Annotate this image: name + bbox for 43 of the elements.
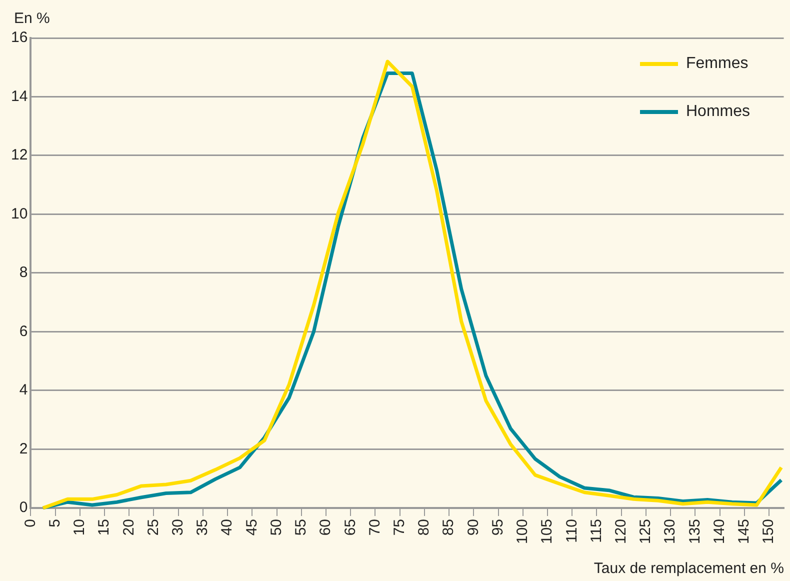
y-tick-label: 12 xyxy=(10,146,28,164)
x-tick-label: 130 xyxy=(662,518,679,544)
x-tick-label: 55 xyxy=(292,518,310,536)
x-tick-label: 95 xyxy=(489,518,506,536)
y-tick-label: 6 xyxy=(19,322,28,340)
x-tick-label: 50 xyxy=(268,518,285,536)
y-tick-label: 2 xyxy=(19,440,28,458)
x-tick-label: 100 xyxy=(514,518,532,544)
y-tick-label: 14 xyxy=(10,88,28,105)
x-axis-title: Taux de remplacement en % xyxy=(594,560,784,577)
x-tick-label: 45 xyxy=(243,518,260,536)
x-tick-label: 5 xyxy=(46,518,64,528)
x-tick-label: 145 xyxy=(736,518,753,544)
x-tick-label: 15 xyxy=(96,518,113,536)
x-tick-label: 70 xyxy=(366,518,384,536)
y-axis-title: En % xyxy=(14,10,50,27)
x-tick-label: 125 xyxy=(637,518,654,544)
x-tick-label: 75 xyxy=(390,518,408,536)
x-tick-label: 85 xyxy=(440,518,458,536)
x-tick-label: 120 xyxy=(612,518,630,544)
x-tick-label: 65 xyxy=(342,518,359,536)
x-tick-label: 115 xyxy=(588,518,605,543)
y-tick-label: 4 xyxy=(19,382,28,399)
legend-label: Hommes xyxy=(686,103,750,121)
y-tick-label: 16 xyxy=(10,29,28,46)
x-tick-label: 20 xyxy=(120,518,138,536)
x-tick-label: 110 xyxy=(563,518,580,543)
x-tick-label: 90 xyxy=(464,518,482,536)
x-tick-label: 10 xyxy=(71,518,88,536)
x-tick-label: 25 xyxy=(144,518,162,536)
y-tick-label: 0 xyxy=(19,499,28,516)
x-tick-label: 150 xyxy=(760,518,778,544)
x-tick-label: 60 xyxy=(317,518,334,536)
x-tick-label: 80 xyxy=(416,518,433,536)
x-tick-label: 105 xyxy=(538,518,556,544)
x-tick-label: 35 xyxy=(194,518,212,536)
y-tick-label: 10 xyxy=(10,205,28,222)
x-tick-label: 140 xyxy=(710,518,728,544)
x-tick-label: 40 xyxy=(218,518,236,536)
legend-label: Femmes xyxy=(686,55,748,73)
y-tick-label: 8 xyxy=(19,264,28,282)
x-tick-label: 135 xyxy=(686,518,704,544)
x-tick-label: 30 xyxy=(169,518,186,536)
